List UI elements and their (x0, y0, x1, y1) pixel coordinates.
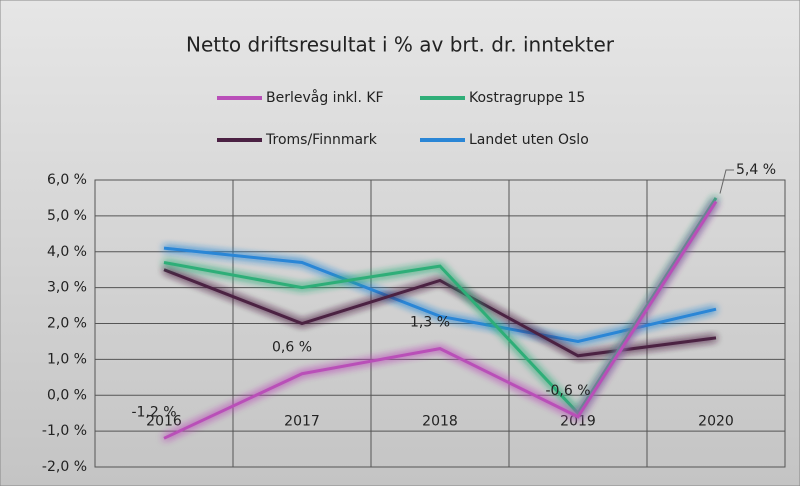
y-tick-label: -2,0 % (42, 459, 87, 475)
y-tick-label: 3,0 % (47, 280, 87, 296)
data-label: -0,6 % (545, 383, 590, 399)
series-line (163, 200, 718, 440)
x-tick-label: 2019 (560, 413, 596, 429)
data-label: -1,2 % (131, 404, 176, 420)
y-tick-label: -1,0 % (42, 423, 87, 439)
y-tick-label: 6,0 % (47, 172, 87, 188)
series-line (163, 268, 717, 358)
x-tick-label: 2017 (284, 413, 320, 429)
y-tick-label: 0,0 % (47, 387, 87, 403)
legend-label: Landet uten Oslo (469, 132, 589, 148)
series-line (163, 246, 717, 343)
y-tick-label: 2,0 % (47, 316, 87, 332)
y-tick-label: 1,0 % (47, 351, 87, 367)
data-label: 0,6 % (272, 340, 312, 356)
series-line (163, 197, 718, 416)
y-tick-label: 5,0 % (47, 208, 87, 224)
data-label: 5,4 % (736, 162, 776, 178)
legend-label: Troms/Finnmark (265, 132, 378, 148)
leader-line (719, 169, 734, 194)
x-tick-label: 2016 (146, 413, 182, 429)
data-label: 1,3 % (410, 315, 450, 331)
x-tick-label: 2018 (422, 413, 458, 429)
chart-title: Netto driftsresultat i % av brt. dr. inn… (186, 33, 615, 57)
legend-label: Kostragruppe 15 (469, 90, 585, 106)
y-tick-label: 4,0 % (47, 244, 87, 260)
legend-label: Berlevåg inkl. KF (266, 89, 384, 106)
x-tick-label: 2020 (698, 413, 734, 429)
